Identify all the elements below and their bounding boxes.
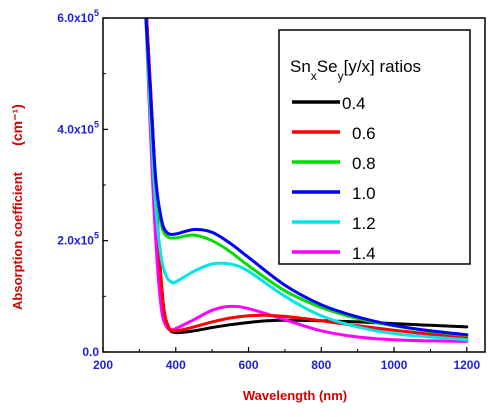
y-tick-label: 2.0x105 — [57, 231, 99, 248]
series-layer — [144, 18, 469, 343]
x-tick-label: 1200 — [453, 358, 480, 372]
legend-label-1.2: 1.2 — [352, 214, 376, 233]
axes: 200 400 600 800 1000 1200 0.0 2.0x105 4.0x105 6.0… — [57, 8, 480, 372]
legend-label-0.4: 0.4 — [342, 94, 366, 113]
x-tick-label: 200 — [93, 358, 113, 372]
series-line-1.2 — [144, 18, 469, 342]
x-axis-label: Wavelength (nm) — [243, 388, 347, 403]
legend: SnxSey[y/x] ratios 0.4 0.6 0.8 1.0 1.2 1.4 — [278, 29, 471, 265]
legend-items: 0.4 0.6 0.8 1.0 1.2 1.4 — [292, 94, 376, 263]
x-tick-label: 600 — [239, 358, 259, 372]
legend-title: SnxSey[y/x] ratios — [290, 57, 421, 83]
series-line-1.0 — [144, 18, 469, 337]
legend-title-rest: [y/x] ratios — [344, 57, 421, 76]
legend-label-1.0: 1.0 — [352, 184, 376, 203]
x-tick-label: 1000 — [381, 358, 408, 372]
series-line-1.4 — [144, 18, 469, 343]
y-axis-label-group: Absorption coefficient (cm⁻¹) — [9, 104, 25, 310]
legend-title-sn: Sn — [290, 57, 311, 76]
legend-title-sub-x: x — [311, 69, 317, 83]
legend-label-0.6: 0.6 — [352, 124, 376, 143]
y-axis-label: Absorption coefficient — [10, 171, 25, 310]
y-tick-label: 0.0 — [82, 345, 99, 359]
legend-title-se: Se — [317, 57, 338, 76]
y-tick-label: 6.0x105 — [57, 8, 99, 25]
x-tick-label: 400 — [166, 358, 186, 372]
legend-label-1.4: 1.4 — [352, 244, 376, 263]
legend-box — [278, 29, 471, 265]
legend-title-sub-y: y — [338, 69, 344, 83]
legend-label-0.8: 0.8 — [352, 154, 376, 173]
y-tick-label: 4.0x105 — [57, 119, 99, 136]
x-tick-label: 800 — [311, 358, 331, 372]
y-axis-unit: (cm⁻¹) — [9, 104, 25, 146]
